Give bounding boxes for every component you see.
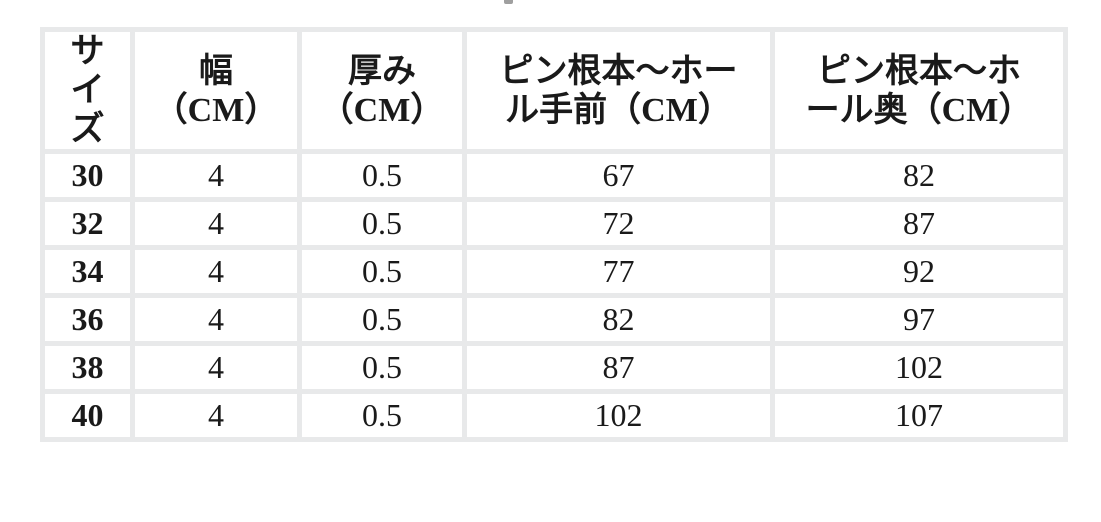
header-line: 厚み <box>348 52 416 90</box>
header-line: ール奥（CM） <box>805 91 1033 129</box>
table-row-size-34: 34 4 0.5 77 92 <box>40 245 1068 298</box>
value-cell: 72 <box>462 197 775 250</box>
size-cell: 32 <box>40 197 135 250</box>
value-cell: 92 <box>770 245 1068 298</box>
table-row-size-38: 38 4 0.5 87 102 <box>40 341 1068 394</box>
table-row-size-30: 30 4 0.5 67 82 <box>40 149 1068 202</box>
value-cell: 77 <box>462 245 775 298</box>
table-row-size-36: 36 4 0.5 82 97 <box>40 293 1068 346</box>
size-cell: 40 <box>40 389 135 442</box>
value-cell: 0.5 <box>297 197 467 250</box>
header-line: ズ <box>70 111 105 148</box>
value-cell: 97 <box>770 293 1068 346</box>
value-cell: 0.5 <box>297 293 467 346</box>
value-cell: 4 <box>130 389 302 442</box>
value-cell: 0.5 <box>297 149 467 202</box>
value-cell: 4 <box>130 197 302 250</box>
header-line: イ <box>70 72 105 109</box>
header-line: 幅 <box>199 52 233 90</box>
value-cell: 102 <box>462 389 775 442</box>
header-size: サ イ ズ <box>40 27 135 154</box>
header-thickness-cm: 厚み （CM） <box>297 27 467 154</box>
value-cell: 67 <box>462 149 775 202</box>
header-pin-to-hole-front-cm: ピン根本～ホー ル手前（CM） <box>462 27 775 154</box>
value-cell: 102 <box>770 341 1068 394</box>
value-cell: 0.5 <box>297 245 467 298</box>
table-row-size-32: 32 4 0.5 72 87 <box>40 197 1068 250</box>
value-cell: 0.5 <box>297 389 467 442</box>
header-pin-to-hole-back-cm: ピン根本～ホ ール奥（CM） <box>770 27 1068 154</box>
value-cell: 4 <box>130 341 302 394</box>
header-row: サ イ ズ 幅 （CM） 厚み （CM） ピン根本～ホー ル手前（CM） ピ <box>40 27 1068 154</box>
value-cell: 87 <box>770 197 1068 250</box>
header-line: （CM） <box>319 91 445 129</box>
header-line: ピン根本～ホ <box>817 52 1021 90</box>
header-line: ピン根本～ホー <box>499 52 738 90</box>
value-cell: 107 <box>770 389 1068 442</box>
size-cell: 36 <box>40 293 135 346</box>
header-line: （CM） <box>153 91 279 129</box>
cropped-text-artifact <box>504 0 513 4</box>
size-cell: 34 <box>40 245 135 298</box>
header-width-cm: 幅 （CM） <box>130 27 302 154</box>
value-cell: 0.5 <box>297 341 467 394</box>
size-chart-table: サ イ ズ 幅 （CM） 厚み （CM） ピン根本～ホー ル手前（CM） ピ <box>40 27 1068 442</box>
size-cell: 30 <box>40 149 135 202</box>
table-row-size-40: 40 4 0.5 102 107 <box>40 389 1068 442</box>
header-line: ル手前（CM） <box>505 91 732 129</box>
header-line: サ <box>70 33 105 71</box>
value-cell: 4 <box>130 293 302 346</box>
value-cell: 87 <box>462 341 775 394</box>
value-cell: 4 <box>130 149 302 202</box>
value-cell: 82 <box>462 293 775 346</box>
size-cell: 38 <box>40 341 135 394</box>
value-cell: 82 <box>770 149 1068 202</box>
value-cell: 4 <box>130 245 302 298</box>
